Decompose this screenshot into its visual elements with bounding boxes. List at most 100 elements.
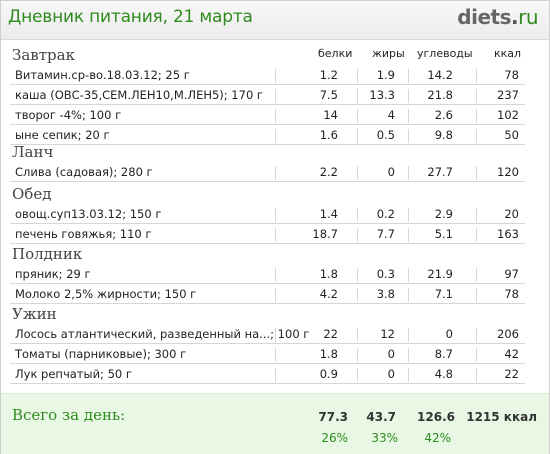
column-divider xyxy=(476,288,477,302)
food-name: Томаты (парниковые); 300 г xyxy=(15,347,187,361)
column-divider xyxy=(275,288,276,302)
food-row[interactable]: ыне сепик; 20 г 1.6 0.5 9.8 50 xyxy=(10,127,525,145)
food-name: печень говяжья; 110 г xyxy=(15,227,152,241)
food-kcal: 120 xyxy=(497,165,519,179)
food-carbs: 21.9 xyxy=(427,267,453,281)
logo-dot: . xyxy=(510,5,519,29)
total-protein: 77.3 xyxy=(318,410,348,424)
food-row[interactable]: пряник; 29 г 1.8 0.3 21.9 97 xyxy=(10,266,525,284)
food-fat: 0 xyxy=(387,367,395,381)
column-divider xyxy=(408,288,409,302)
column-divider xyxy=(357,109,358,123)
column-divider xyxy=(408,268,409,282)
food-carbs: 0 xyxy=(445,327,453,341)
column-divider xyxy=(275,348,276,362)
food-name: ыне сепик; 20 г xyxy=(15,128,110,142)
food-protein: 1.4 xyxy=(319,207,338,221)
header-bar: Дневник питания, 21 марта diets.ru xyxy=(1,1,549,40)
column-divider xyxy=(275,109,276,123)
total-kcal: 1215 ккал xyxy=(466,410,537,424)
food-row[interactable]: Лук репчатый; 50 г 0.9 0 4.8 22 xyxy=(10,366,525,384)
column-divider xyxy=(275,228,276,242)
food-fat: 0.3 xyxy=(376,267,395,281)
column-header-kcal: ккал xyxy=(494,47,522,60)
column-divider xyxy=(408,89,409,103)
column-divider xyxy=(357,288,358,302)
food-protein: 14 xyxy=(323,108,338,122)
food-row[interactable]: Молоко 2,5% жирности; 150 г 4.2 3.8 7.1 78 xyxy=(10,286,525,304)
column-divider xyxy=(476,368,477,382)
total-fat: 43.7 xyxy=(366,410,396,424)
column-divider xyxy=(408,129,409,143)
column-divider xyxy=(357,89,358,103)
food-row[interactable]: Слива (садовая); 280 г 2.2 0 27.7 120 xyxy=(10,164,525,182)
column-divider xyxy=(476,69,477,83)
food-carbs: 27.7 xyxy=(427,165,453,179)
column-divider xyxy=(408,166,409,180)
food-fat: 3.8 xyxy=(376,287,395,301)
food-name: каша (ОВС-35,СЕМ.ЛЕН10,М.ЛЕН5); 170 г xyxy=(15,88,263,102)
column-header-protein: белки xyxy=(318,47,353,60)
food-kcal: 22 xyxy=(504,367,519,381)
food-kcal: 20 xyxy=(504,207,519,221)
column-header-carbs: углеводы xyxy=(417,47,473,60)
column-divider xyxy=(275,166,276,180)
food-row[interactable]: печень говяжья; 110 г 18.7 7.7 5.1 163 xyxy=(10,226,525,244)
food-fat: 0.5 xyxy=(376,128,395,142)
column-divider xyxy=(476,228,477,242)
column-header-fat: жиры xyxy=(372,47,405,60)
food-protein: 2.2 xyxy=(319,165,338,179)
food-row[interactable]: каша (ОВС-35,СЕМ.ЛЕН10,М.ЛЕН5); 170 г 7.5… xyxy=(10,87,525,105)
food-row[interactable]: Томаты (парниковые); 300 г 1.8 0 8.7 42 xyxy=(10,346,525,364)
column-divider xyxy=(357,348,358,362)
column-divider xyxy=(476,348,477,362)
food-kcal: 42 xyxy=(504,347,519,361)
food-row[interactable]: Лосось атлантический, разведенный на...;… xyxy=(10,326,525,344)
food-name: Лосось атлантический, разведенный на...;… xyxy=(15,327,310,341)
column-divider xyxy=(357,166,358,180)
food-protein: 4.2 xyxy=(319,287,338,301)
meal-heading: Завтрак xyxy=(12,46,75,64)
food-fat: 0.2 xyxy=(376,207,395,221)
food-row[interactable]: Витамин.ср-во.18.03.12; 25 г 1.2 1.9 14.2 78 xyxy=(10,67,525,85)
column-divider xyxy=(275,328,276,342)
meal-heading: Ужин xyxy=(12,305,57,323)
column-divider xyxy=(357,208,358,222)
site-logo[interactable]: diets.ru xyxy=(457,5,538,29)
food-fat: 0 xyxy=(387,165,395,179)
column-divider xyxy=(357,129,358,143)
food-name: Молоко 2,5% жирности; 150 г xyxy=(15,287,197,301)
total-carbs: 126.6 xyxy=(417,410,455,424)
column-divider xyxy=(275,368,276,382)
food-kcal: 50 xyxy=(504,128,519,142)
logo-tld: ru xyxy=(518,5,538,29)
column-divider xyxy=(275,69,276,83)
food-row[interactable]: творог -4%; 100 г 14 4 2.6 102 xyxy=(10,107,525,125)
column-divider xyxy=(408,368,409,382)
column-divider xyxy=(476,268,477,282)
food-carbs: 21.8 xyxy=(427,88,453,102)
food-protein: 1.8 xyxy=(319,267,338,281)
food-carbs: 2.9 xyxy=(434,207,453,221)
column-divider xyxy=(476,208,477,222)
food-protein: 1.8 xyxy=(319,347,338,361)
column-divider xyxy=(476,109,477,123)
column-divider xyxy=(357,368,358,382)
food-kcal: 237 xyxy=(497,88,519,102)
food-protein: 1.2 xyxy=(319,68,338,82)
food-name: творог -4%; 100 г xyxy=(15,108,122,122)
food-carbs: 7.1 xyxy=(434,287,453,301)
logo-main: diets xyxy=(457,5,511,29)
totals-label: Всего за день: xyxy=(12,406,126,424)
food-carbs: 8.7 xyxy=(434,347,453,361)
column-divider xyxy=(408,328,409,342)
food-protein: 18.7 xyxy=(312,227,338,241)
column-divider xyxy=(357,268,358,282)
column-divider xyxy=(408,228,409,242)
food-kcal: 78 xyxy=(504,68,519,82)
food-fat: 7.7 xyxy=(376,227,395,241)
page-title: Дневник питания, 21 марта xyxy=(8,7,253,27)
food-row[interactable]: овощ.суп13.03.12; 150 г 1.4 0.2 2.9 20 xyxy=(10,206,525,224)
meal-heading: Обед xyxy=(12,185,52,203)
column-divider xyxy=(408,69,409,83)
